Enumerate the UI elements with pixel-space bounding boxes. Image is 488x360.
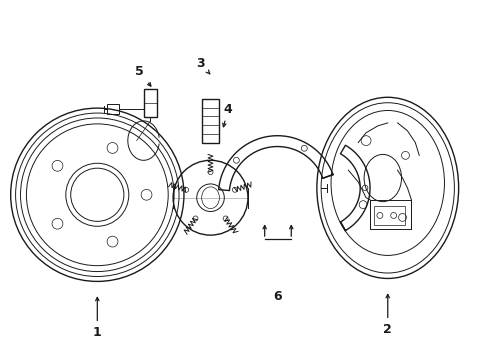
- Text: 2: 2: [383, 294, 391, 336]
- Text: 5: 5: [135, 65, 151, 86]
- Bar: [373, 206, 405, 225]
- Bar: [202, 99, 219, 143]
- Bar: [369, 200, 410, 229]
- Bar: [107, 104, 119, 114]
- Text: 1: 1: [93, 297, 102, 339]
- Text: 3: 3: [196, 57, 209, 74]
- Text: 6: 6: [273, 290, 281, 303]
- Text: 4: 4: [222, 103, 232, 127]
- Bar: [143, 89, 157, 117]
